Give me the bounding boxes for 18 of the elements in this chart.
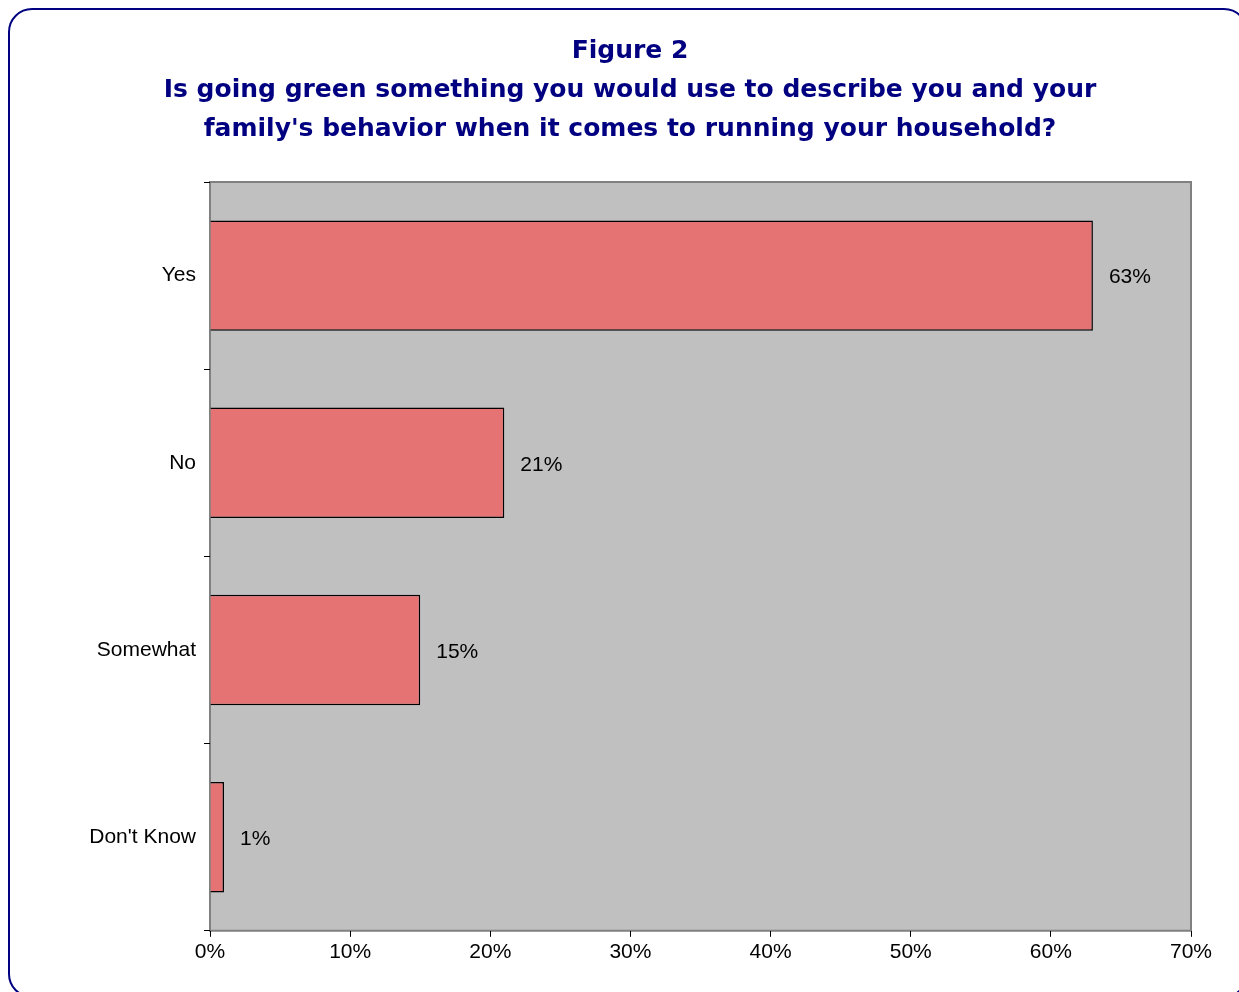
data-label: 63% <box>1108 264 1151 288</box>
x-tick-label: 0% <box>194 939 226 963</box>
data-label: 1% <box>240 826 271 849</box>
x-tick-label: 50% <box>889 939 932 963</box>
y-tick-label: No <box>169 449 196 473</box>
data-label: 15% <box>436 638 479 662</box>
x-tick-label: 10% <box>329 939 372 963</box>
x-tick-label: 40% <box>749 939 792 963</box>
data-label: 21% <box>520 451 563 475</box>
chart-subtitle: Is going green something you would use to describe you and your family's behavior when it comes to running your household? <box>162 73 1098 144</box>
chart-title: Figure 2 <box>570 34 690 66</box>
x-tick-label: 70% <box>1169 939 1213 963</box>
y-tick-label: Somewhat <box>96 636 197 660</box>
x-tick-label: 60% <box>1029 939 1072 963</box>
y-tick-label: Don't Know <box>89 824 197 847</box>
y-tick-label: Yes <box>161 262 196 286</box>
x-tick-label: 20% <box>469 939 512 963</box>
x-tick-label: 30% <box>609 939 652 963</box>
